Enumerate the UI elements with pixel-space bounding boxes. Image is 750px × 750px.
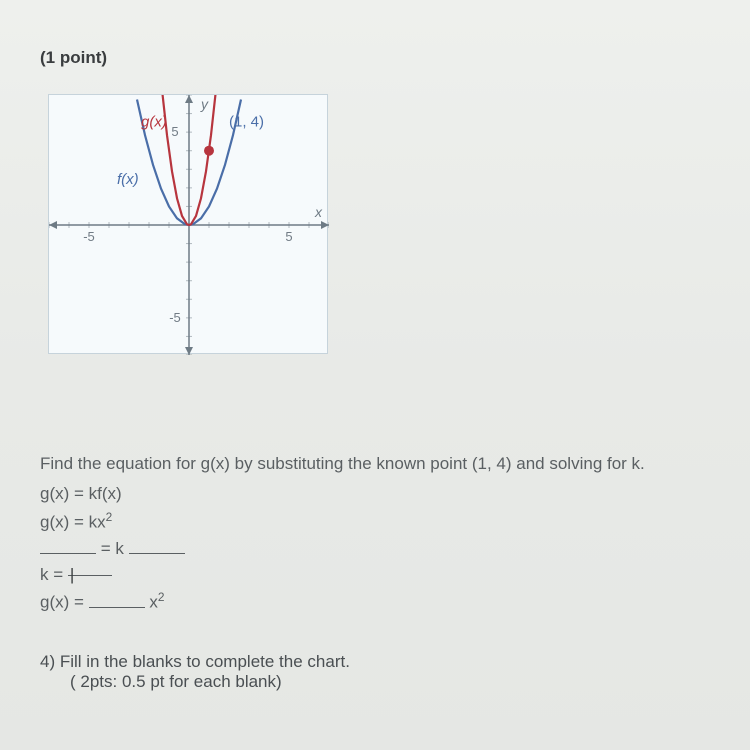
eq-l4-lhs: k = — [40, 565, 68, 584]
eq-line-3: = k — [40, 536, 710, 562]
graph-svg: -5 5 5 -5 y x f(x) g(x) (1, 4) — [49, 95, 329, 355]
eq-line-2: g(x) = kx2 — [40, 508, 710, 536]
eq-line-4: k = — [40, 562, 710, 588]
question-4: 4) Fill in the blanks to complete the ch… — [40, 652, 710, 692]
instruction-text: Find the equation for g(x) by substituti… — [40, 450, 710, 477]
points-label: (1 point) — [40, 48, 710, 68]
svg-text:5: 5 — [285, 229, 292, 244]
blank-coeff[interactable] — [89, 594, 145, 608]
eq-l2-exp: 2 — [106, 510, 113, 524]
svg-text:(1, 4): (1, 4) — [229, 114, 264, 131]
svg-text:5: 5 — [171, 124, 178, 139]
q4-title: 4) Fill in the blanks to complete the ch… — [40, 652, 710, 672]
svg-text:x: x — [314, 204, 323, 220]
q4-sub: ( 2pts: 0.5 pt for each blank) — [70, 672, 710, 692]
graph-container: -5 5 5 -5 y x f(x) g(x) (1, 4) — [48, 94, 328, 354]
eq-l5-exp: 2 — [158, 590, 165, 604]
eq-l3-mid: = k — [96, 539, 129, 558]
eq-line-1: g(x) = kf(x) — [40, 481, 710, 507]
eq-line-5: g(x) = x2 — [40, 588, 710, 616]
svg-text:y: y — [200, 96, 209, 112]
svg-text:f(x): f(x) — [117, 171, 139, 188]
eq-l5-rhs: x — [145, 593, 158, 612]
blank-lhs-1[interactable] — [40, 540, 96, 554]
blank-k[interactable] — [68, 562, 112, 576]
blank-rhs-1[interactable] — [129, 540, 185, 554]
eq-l2-lhs: g(x) = kx — [40, 512, 106, 531]
svg-text:g(x): g(x) — [141, 114, 167, 131]
svg-text:-5: -5 — [169, 310, 181, 325]
svg-text:-5: -5 — [83, 229, 95, 244]
eq-l5-lhs: g(x) = — [40, 593, 89, 612]
